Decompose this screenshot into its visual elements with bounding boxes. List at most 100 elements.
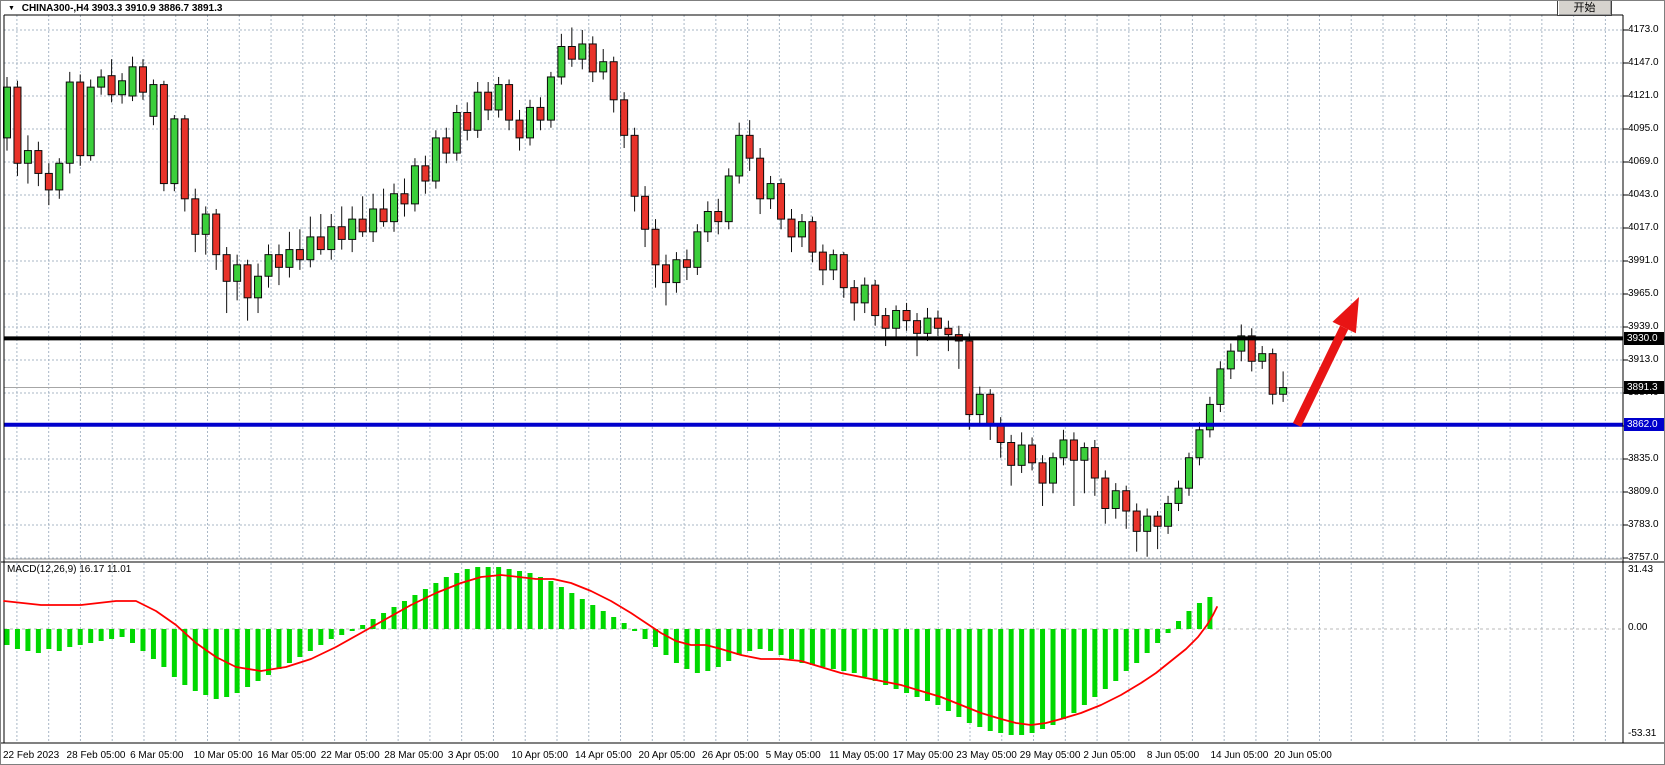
candle-bullish bbox=[86, 86, 95, 157]
macd-histogram-bar bbox=[234, 629, 240, 693]
macd-histogram-bar bbox=[1102, 629, 1108, 689]
macd-histogram-bar bbox=[1176, 621, 1182, 629]
macd-histogram-bar bbox=[56, 629, 62, 651]
macd-histogram-bar bbox=[1029, 629, 1035, 733]
macd-histogram-bar bbox=[632, 629, 638, 631]
macd-histogram-bar bbox=[171, 629, 177, 677]
macd-histogram-bar bbox=[119, 629, 125, 637]
macd-histogram-bar bbox=[883, 629, 889, 685]
candle-bullish bbox=[599, 61, 608, 73]
price-tick-label: 3835.0 bbox=[1628, 453, 1659, 464]
candle-bearish bbox=[44, 172, 53, 191]
date-label: 16 Mar 05:00 bbox=[257, 750, 317, 761]
candle-bullish bbox=[892, 310, 901, 329]
candle-bullish bbox=[306, 236, 315, 261]
macd-indicator-label: MACD(12,26,9) 16.17 11.01 bbox=[7, 564, 131, 575]
macd-histogram-bar bbox=[506, 569, 512, 629]
candle-bearish bbox=[745, 134, 754, 159]
trend-arrow-head[interactable] bbox=[1332, 297, 1359, 334]
candle-bullish bbox=[1205, 403, 1214, 431]
candle-bullish bbox=[693, 231, 702, 268]
trend-arrow-shaft[interactable] bbox=[1292, 325, 1349, 427]
candle-bearish bbox=[76, 81, 85, 157]
macd-histogram-bar bbox=[1060, 629, 1066, 719]
macd-histogram-bar bbox=[192, 629, 198, 691]
candle-bearish bbox=[400, 193, 409, 205]
macd-histogram-bar bbox=[1019, 629, 1025, 735]
candle-bearish bbox=[536, 106, 545, 121]
candle-bullish bbox=[672, 259, 681, 284]
macd-histogram-bar bbox=[464, 569, 470, 629]
macd-histogram-bar bbox=[1008, 629, 1014, 735]
candle-bearish bbox=[661, 264, 670, 284]
macd-histogram-bar bbox=[245, 629, 251, 687]
candle-bearish bbox=[850, 287, 859, 304]
macd-histogram-bar bbox=[1071, 629, 1077, 713]
macd-histogram-bar bbox=[851, 629, 857, 673]
macd-histogram-bar bbox=[454, 573, 460, 629]
candle-bearish bbox=[567, 46, 576, 60]
candle-bullish bbox=[735, 134, 744, 177]
date-label: 20 Apr 05:00 bbox=[638, 750, 696, 761]
macd-histogram-bar bbox=[391, 607, 397, 629]
macd-histogram-bar bbox=[966, 629, 972, 723]
price-tick-label: 4069.0 bbox=[1628, 156, 1659, 167]
candle-bullish bbox=[410, 165, 419, 205]
macd-histogram-bar bbox=[98, 629, 104, 641]
candle-bearish bbox=[620, 99, 629, 136]
macd-histogram-bar bbox=[1196, 603, 1202, 629]
macd-histogram-bar bbox=[998, 629, 1004, 733]
candle-bullish bbox=[348, 218, 357, 240]
price-tick-label: 4043.0 bbox=[1628, 189, 1659, 200]
macd-histogram-bar bbox=[977, 629, 983, 727]
candle-bearish bbox=[881, 315, 890, 329]
macd-histogram-bar bbox=[809, 629, 815, 665]
candle-bullish bbox=[1164, 502, 1173, 527]
candle-bearish bbox=[1101, 477, 1110, 509]
candle-bullish bbox=[285, 249, 294, 268]
macd-histogram-bar bbox=[255, 629, 261, 681]
date-label: 11 May 05:00 bbox=[829, 750, 889, 761]
macd-histogram-bar bbox=[1040, 629, 1046, 729]
macd-histogram-bar bbox=[558, 587, 564, 629]
start-button[interactable]: 开始 bbox=[1557, 1, 1612, 16]
macd-histogram-bar bbox=[527, 573, 533, 629]
macd-histogram-bar bbox=[726, 629, 732, 661]
candle-bearish bbox=[421, 165, 430, 182]
macd-histogram-bar bbox=[307, 629, 313, 651]
macd-histogram-bar bbox=[799, 629, 805, 663]
price-tick-label: 4121.0 bbox=[1628, 90, 1659, 101]
candle-bearish bbox=[515, 119, 524, 139]
candle-bullish bbox=[1279, 387, 1288, 395]
candle-bullish bbox=[1059, 439, 1068, 459]
candle-bullish bbox=[65, 81, 74, 164]
candle-bearish bbox=[191, 198, 200, 235]
macd-histogram-bar bbox=[1050, 629, 1056, 725]
candle-bearish bbox=[316, 236, 325, 251]
candle-bearish bbox=[787, 218, 796, 238]
candle-bearish bbox=[588, 43, 597, 73]
macd-histogram-bar bbox=[673, 629, 679, 663]
price-tick-label: 3939.0 bbox=[1628, 321, 1659, 332]
macd-histogram-bar bbox=[757, 629, 763, 649]
macd-histogram-bar bbox=[443, 577, 449, 629]
macd-histogram-bar bbox=[370, 619, 376, 629]
macd-histogram-bar bbox=[569, 593, 575, 629]
macd-histogram-bar bbox=[862, 629, 868, 677]
candle-bullish bbox=[923, 317, 932, 334]
symbol-dropdown-icon[interactable]: ▼ bbox=[8, 5, 15, 12]
candle-bullish bbox=[170, 118, 179, 185]
candle-bearish bbox=[986, 393, 995, 426]
date-label: 8 Jun 05:00 bbox=[1146, 750, 1200, 761]
candle-bullish bbox=[452, 112, 461, 154]
macd-histogram-bar bbox=[914, 629, 920, 697]
candle-bullish bbox=[724, 175, 733, 223]
candle-bearish bbox=[641, 195, 650, 230]
candle-bearish bbox=[212, 213, 221, 256]
macd-histogram-bar bbox=[297, 629, 303, 657]
candle-bearish bbox=[222, 254, 231, 282]
macd-histogram-bar bbox=[14, 629, 20, 649]
price-tick-label: 4173.0 bbox=[1628, 24, 1659, 35]
